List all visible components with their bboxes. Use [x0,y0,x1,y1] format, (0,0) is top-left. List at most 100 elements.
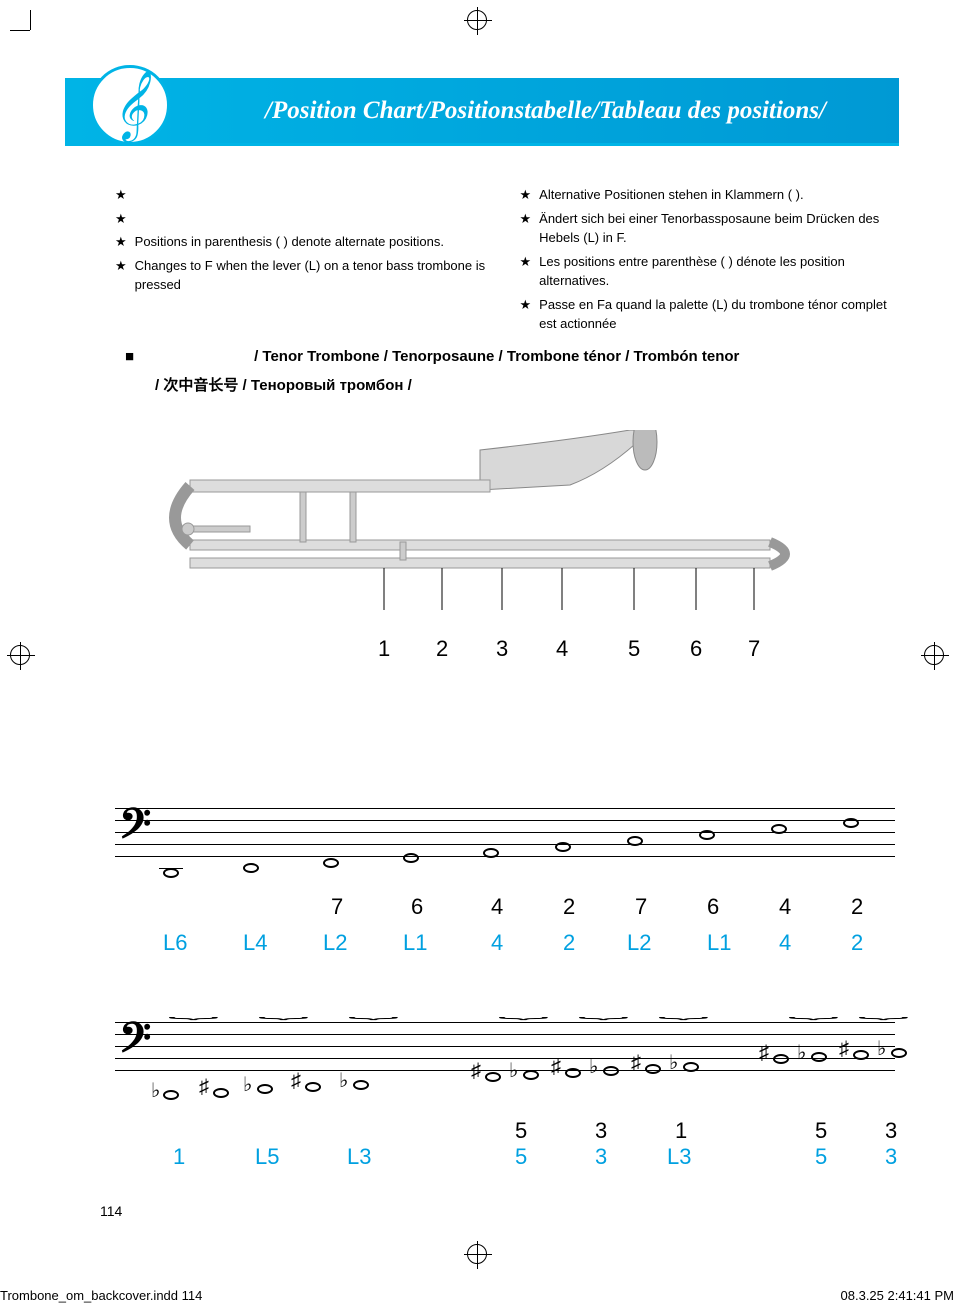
section-title-text: / Tenor Trombone / Tenorposaune / Trombo… [254,348,739,365]
staff-lines: 𝄢 [115,808,895,856]
whole-note [403,853,419,863]
footer-filename: Trombone_om_backcover.indd 114 [0,1288,202,1303]
star-icon: ★ [520,185,532,205]
whole-note [213,1088,229,1098]
pos-value: 2 [563,894,575,920]
flat-icon: ♭ [589,1054,598,1079]
position-label: 2 [436,636,448,662]
sharp-icon: ♯ [759,1042,769,1065]
star-icon: ★ [520,209,532,248]
banner-underline [65,143,899,146]
pos-value: L6 [163,930,187,956]
flat-icon: ♭ [669,1050,678,1075]
whole-note [305,1082,321,1092]
staff-2: ⏟ ⏟ ⏟ ⏟ ⏟ ⏟ ⏟ ⏟ 𝄢 ♭ ♯ ♭ ♯ ♭ ♯ ♭ ♯ ♭ ♯ ♭ … [115,1022,895,1070]
sharp-icon: ♯ [551,1056,561,1079]
whole-note [257,1084,273,1094]
brace-icon: ⏟ [258,1004,308,1020]
staff-lines: 𝄢 ♭ ♯ ♭ ♯ ♭ ♯ ♭ ♯ ♭ ♯ ♭ ♯ ♭ ♯ ♭ [115,1022,895,1070]
header-banner: /Position Chart/Positionstabelle/Tableau… [65,78,899,143]
pos-value: L4 [243,930,267,956]
note-text: Changes to F when the lever (L) on a ten… [135,256,490,295]
position-label: 6 [690,636,702,662]
brace-icon: ⏟ [858,1004,908,1020]
pos-value: 4 [491,930,503,956]
whole-note [811,1052,827,1062]
brace-icon: ⏟ [578,1004,628,1020]
position-label: 1 [378,636,390,662]
banner-title: /Position Chart/Positionstabelle/Tableau… [265,97,826,125]
star-icon: ★ [115,256,127,295]
page-number: 114 [100,1203,122,1219]
whole-note [683,1062,699,1072]
treble-clef-icon: 𝄞 [90,65,170,145]
registration-mark-right [924,645,944,665]
section-title-line2: / 次中音长号 / Теноровый тромбон / [155,374,412,395]
brace-icon: ⏟ [498,1004,548,1020]
footer-timestamp: 08.3.25 2:41:41 PM [841,1288,954,1303]
pos-value: 7 [635,894,647,920]
pos-value: 3 [595,1144,607,1170]
whole-note [353,1080,369,1090]
pos-value: L1 [403,930,427,956]
sharp-icon: ♯ [839,1038,849,1061]
note-text: Positions in parenthesis ( ) denote alte… [135,232,444,252]
pos-value: 1 [173,1144,185,1170]
pos-value: 2 [851,930,863,956]
square-bullet-icon: ■ [125,348,134,365]
position-label: 7 [748,636,760,662]
ledger-line [159,868,183,869]
note-text: Ändert sich bei einer Tenorbassposaune b… [539,209,894,248]
position-label: 3 [496,636,508,662]
pos-value: 2 [563,930,575,956]
pos-value: L1 [707,930,731,956]
whole-note [485,1072,501,1082]
registration-mark-top [467,10,487,30]
pos-value: 2 [851,894,863,920]
whole-note [163,868,179,878]
star-icon: ★ [520,252,532,291]
whole-note [243,863,259,873]
brace-icon: ⏟ [348,1004,398,1020]
pos-value: 4 [779,894,791,920]
pos-value: 6 [411,894,423,920]
pos-value: 5 [515,1144,527,1170]
whole-note [163,1090,179,1100]
flat-icon: ♭ [243,1072,252,1097]
registration-mark-left [10,645,30,665]
pos-value: 4 [779,930,791,956]
sharp-icon: ♯ [199,1076,209,1099]
whole-note [699,830,715,840]
bass-clef-icon: 𝄢 [119,1014,151,1073]
whole-note [771,824,787,834]
position-label: 4 [556,636,568,662]
notes-right-column: ★Alternative Positionen stehen in Klamme… [520,185,895,338]
whole-note [627,836,643,846]
whole-note [843,818,859,828]
whole-note [853,1050,869,1060]
position-label: 5 [628,636,640,662]
notes-left-column: ★ ★ ★ Positions in parenthesis ( ) denote… [115,185,490,338]
whole-note [323,858,339,868]
star-icon: ★ [115,232,127,252]
whole-note [523,1070,539,1080]
whole-note [483,848,499,858]
pos-value: L3 [347,1144,371,1170]
notes-section: ★ ★ ★ Positions in parenthesis ( ) denote… [115,185,894,338]
brace-icon: ⏟ [658,1004,708,1020]
brace-icon: ⏟ [168,1004,218,1020]
sharp-icon: ♯ [631,1052,641,1075]
bass-clef-icon: 𝄢 [119,800,151,859]
flat-icon: ♭ [877,1036,886,1061]
whole-note [645,1064,661,1074]
whole-note [555,842,571,852]
star-icon: ★ [115,185,127,205]
flat-icon: ♭ [339,1068,348,1093]
pos-value: L2 [627,930,651,956]
registration-mark-bottom [467,1244,487,1264]
note-text: Passe en Fa quand la palette (L) du trom… [539,295,894,334]
whole-note [603,1066,619,1076]
pos-value: 7 [331,894,343,920]
staff-1: 𝄢 7 6 4 2 7 6 4 2 L6 L4 L2 L1 4 2 L2 L1 … [115,808,895,856]
pos-value: L2 [323,930,347,956]
